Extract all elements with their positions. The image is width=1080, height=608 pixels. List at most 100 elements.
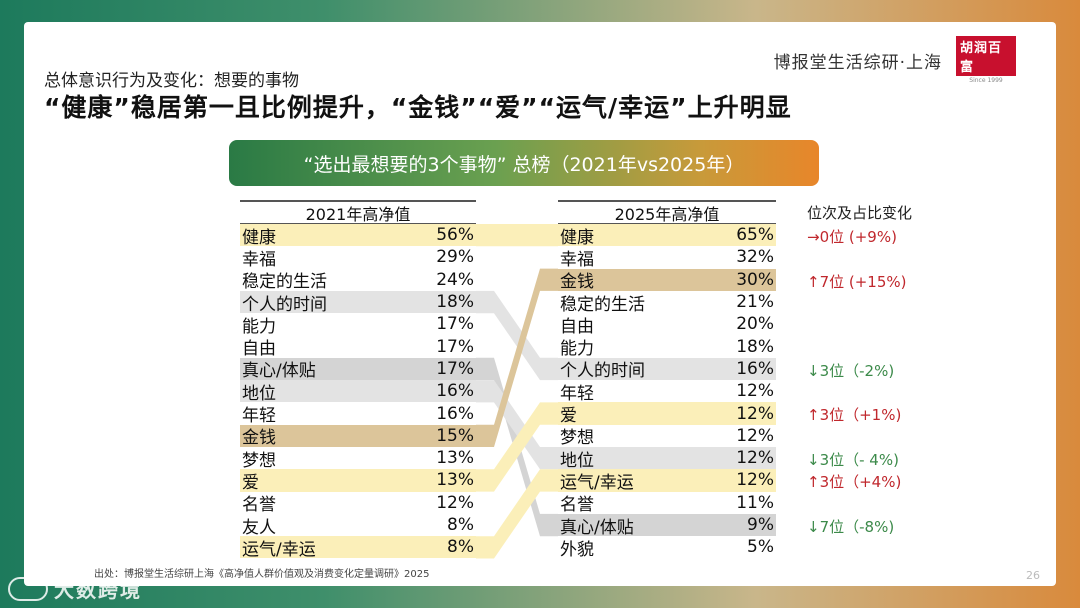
rank-change-down: ↓3位（- 4%): [807, 451, 899, 469]
left-row: 真心/体贴 17%: [240, 357, 476, 381]
left-row: 运气/幸运 8%: [240, 536, 476, 560]
row-value: 56%: [436, 225, 474, 246]
left-row: 年轻 16%: [240, 402, 476, 427]
watermark-icon: [8, 576, 48, 601]
row-value: 18%: [736, 336, 774, 357]
connector-band: [476, 224, 558, 247]
left-row: 自由 17%: [240, 335, 476, 360]
slide-title: “健康”稳居第一且比例提升，“金钱”“爱”“运气/幸运”上升明显: [44, 93, 792, 122]
table-2021: 2021年高净值 健康 56% 幸福 29% 稳定的生活 24% 个人的时间 18% 能力 17%…: [240, 200, 476, 560]
logo-text: 胡润百富: [956, 36, 1016, 76]
right-row: 地位 12%: [558, 446, 776, 471]
row-value: 8%: [447, 515, 474, 535]
right-row: 自由 20%: [558, 313, 776, 337]
rank-change-up: ↑3位（+4%): [807, 473, 902, 492]
row-label: 幸福: [242, 249, 276, 270]
row-value: 12%: [436, 492, 474, 513]
logo-subtext: Since 1999: [969, 77, 1003, 84]
row-value: 17%: [436, 336, 474, 357]
row-label: 梦想: [560, 428, 594, 449]
row-value: 29%: [436, 247, 474, 268]
left-row: 梦想 13%: [240, 447, 476, 471]
row-value: 12%: [736, 425, 774, 446]
left-row: 幸福 29%: [240, 246, 476, 270]
rank-change-up: ↑7位 (+15%): [807, 272, 907, 291]
row-value: 8%: [447, 537, 474, 558]
rank-change-down: ↓3位（-2%): [807, 361, 895, 380]
row-label: 梦想: [242, 450, 276, 471]
row-label: 金钱: [560, 272, 594, 293]
left-row: 健康 56%: [240, 224, 476, 248]
row-label: 爱: [242, 472, 259, 493]
row-value: 9%: [747, 515, 774, 535]
rank-change-down: ↓7位（-8%): [807, 517, 895, 536]
right-row: 金钱 30%: [558, 268, 776, 293]
right-row: 幸福 32%: [558, 246, 776, 270]
change-header: 位次及占比变化: [807, 204, 913, 222]
table-2025: 2025年高净值 健康 65% 幸福 32% 金钱 30% 稳定的生活 21% 自由 20% 能力 1…: [558, 200, 776, 560]
left-row: 友人 8%: [240, 514, 476, 538]
row-value: 17%: [436, 358, 474, 379]
row-value: 15%: [436, 425, 474, 446]
row-label: 友人: [242, 517, 276, 538]
row-value: 12%: [736, 403, 774, 424]
row-label: 爱: [560, 406, 577, 427]
row-label: 稳定的生活: [560, 294, 645, 315]
row-value: 16%: [436, 403, 474, 424]
row-value: 16%: [736, 358, 774, 379]
row-value: 12%: [736, 381, 774, 402]
rank-change-up: ↑3位（+1%): [807, 406, 902, 425]
row-value: 32%: [736, 247, 774, 268]
source-note: 出处：博报堂生活综研上海《高净值人群价值观及消费变化定量调研》2025: [94, 569, 430, 580]
row-label: 金钱: [242, 428, 276, 449]
right-row: 外貌 5%: [558, 536, 776, 560]
left-row: 爱 13%: [240, 469, 476, 493]
row-label: 幸福: [560, 249, 594, 270]
left-row: 稳定的生活 24%: [240, 269, 476, 293]
right-row: 真心/体贴 9%: [558, 513, 776, 538]
row-value: 12%: [736, 470, 774, 491]
row-label: 自由: [560, 316, 594, 337]
left-row: 能力 17%: [240, 313, 476, 337]
row-value: 5%: [747, 537, 774, 558]
right-row: 能力 18%: [558, 335, 776, 360]
row-label: 能力: [242, 316, 276, 337]
row-label: 年轻: [242, 406, 276, 427]
row-value: 11%: [736, 492, 774, 513]
row-value: 21%: [736, 292, 774, 313]
row-label: 个人的时间: [560, 361, 645, 382]
watermark: 大数跨境: [8, 574, 142, 603]
row-label: 能力: [560, 339, 594, 360]
row-label: 外貌: [560, 539, 594, 560]
row-value: 20%: [736, 314, 774, 335]
right-row: 运气/幸运 12%: [558, 469, 776, 493]
row-value: 24%: [436, 269, 474, 290]
left-row: 金钱 15%: [240, 424, 476, 449]
connector-band: [476, 268, 558, 447]
left-row: 个人的时间 18%: [240, 290, 476, 315]
row-value: 13%: [436, 448, 474, 469]
row-label: 运气/幸运: [242, 539, 316, 560]
section-banner: “选出最想要的3个事物” 总榜（2021年vs2025年）: [229, 140, 819, 186]
table-2021-header: 2021年高净值: [240, 200, 476, 224]
left-row: 名誉 12%: [240, 492, 476, 516]
row-label: 地位: [242, 383, 276, 404]
row-label: 稳定的生活: [242, 272, 327, 293]
brand: 博报堂生活综研·上海 胡润百富 Since 1999: [774, 36, 1016, 84]
rank-change-up: →0位 (+9%): [807, 228, 897, 246]
row-value: 30%: [736, 269, 774, 290]
connector-band: [476, 290, 558, 381]
rank-connectors: [476, 224, 558, 559]
row-label: 地位: [560, 450, 594, 471]
connector-band: [476, 402, 558, 492]
row-label: 运气/幸运: [560, 472, 634, 493]
row-label: 健康: [242, 227, 276, 248]
row-value: 13%: [436, 470, 474, 491]
slide-subtitle: 总体意识行为及变化：想要的事物: [44, 71, 299, 91]
right-row: 爱 12%: [558, 402, 776, 427]
row-label: 健康: [560, 227, 594, 248]
row-label: 名誉: [242, 495, 276, 516]
row-value: 18%: [436, 292, 474, 313]
row-label: 真心/体贴: [560, 517, 634, 538]
row-label: 个人的时间: [242, 294, 327, 315]
